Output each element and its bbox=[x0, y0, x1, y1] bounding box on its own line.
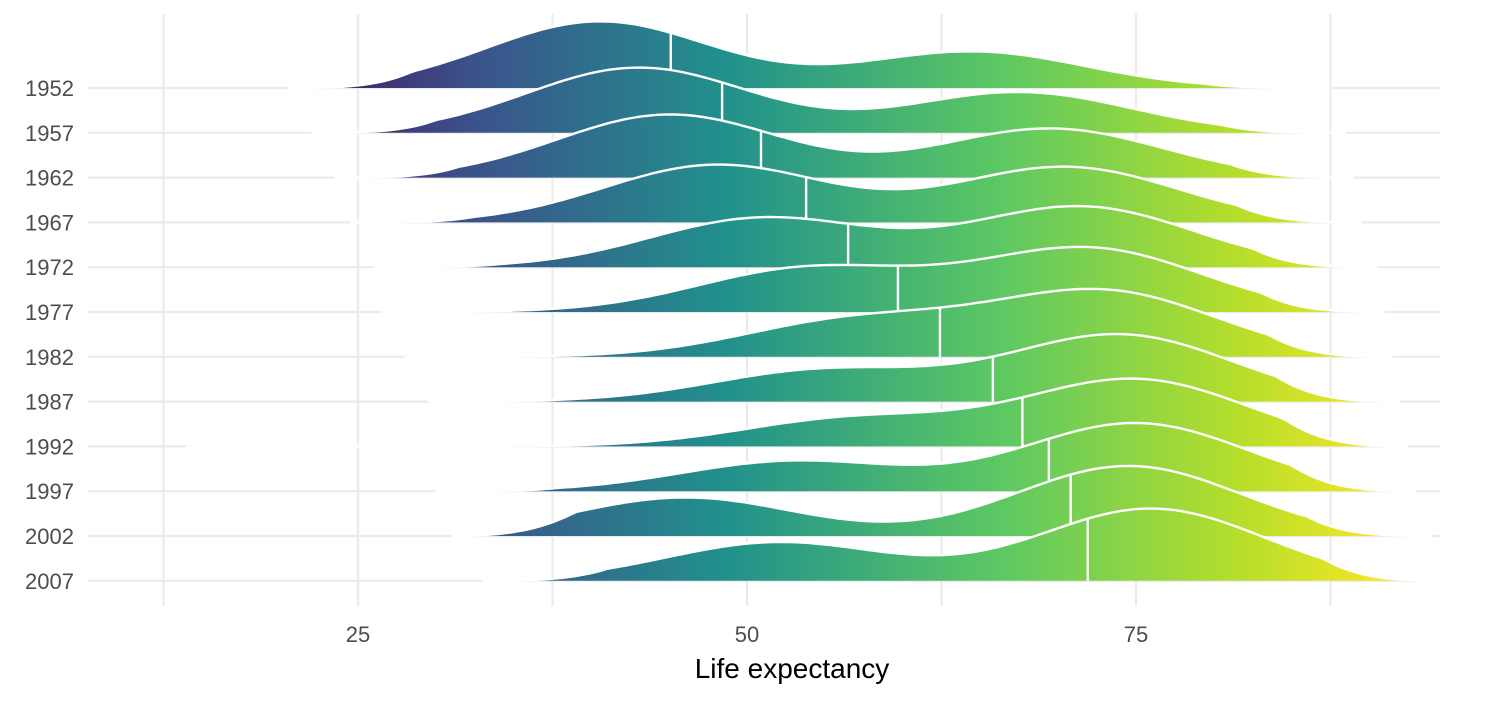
ridge-1952 bbox=[288, 20, 1331, 90]
y-tick-label: 1967 bbox=[25, 210, 74, 235]
label-layer: 1952 1957 1962 1967 1972 1977 1982 1987 1992 1997… bbox=[25, 76, 1148, 647]
y-tick-label: 2007 bbox=[25, 569, 74, 594]
ridge-outline bbox=[350, 163, 1362, 224]
ridge-area bbox=[288, 21, 1331, 88]
ridge-outline bbox=[334, 113, 1354, 179]
ridge-layer bbox=[186, 20, 1448, 582]
ridge-2007 bbox=[482, 507, 1448, 582]
y-tick-label: 1957 bbox=[25, 121, 74, 146]
y-tick-label: 1977 bbox=[25, 300, 74, 325]
ridge-outline bbox=[381, 245, 1385, 314]
y-tick-label: 1987 bbox=[25, 390, 74, 415]
x-tick-label: 50 bbox=[735, 622, 759, 647]
y-tick-label: 1952 bbox=[25, 76, 74, 101]
ridge-outline bbox=[186, 377, 1409, 448]
y-tick-label: 1972 bbox=[25, 255, 74, 280]
ridge-outline bbox=[373, 204, 1378, 269]
ridge-outline bbox=[288, 20, 1331, 90]
ridge-outline bbox=[311, 66, 1347, 134]
y-tick-label: 2002 bbox=[25, 524, 74, 549]
ridge-outline bbox=[428, 332, 1401, 403]
y-tick-label: 1982 bbox=[25, 345, 74, 370]
x-tick-label: 75 bbox=[1124, 622, 1148, 647]
ridge-area bbox=[311, 67, 1347, 133]
ridge-outline bbox=[435, 421, 1417, 493]
x-axis-title: Life expectancy bbox=[695, 653, 890, 684]
y-tick-label: 1997 bbox=[25, 479, 74, 504]
ridge-outline bbox=[451, 464, 1432, 538]
ridge-area bbox=[334, 114, 1354, 178]
y-tick-label: 1962 bbox=[25, 166, 74, 191]
ridge-outline bbox=[482, 507, 1448, 582]
ridge-area bbox=[482, 508, 1448, 581]
y-tick-label: 1992 bbox=[25, 434, 74, 459]
ridge-outline bbox=[404, 287, 1393, 358]
x-tick-label: 25 bbox=[346, 622, 370, 647]
